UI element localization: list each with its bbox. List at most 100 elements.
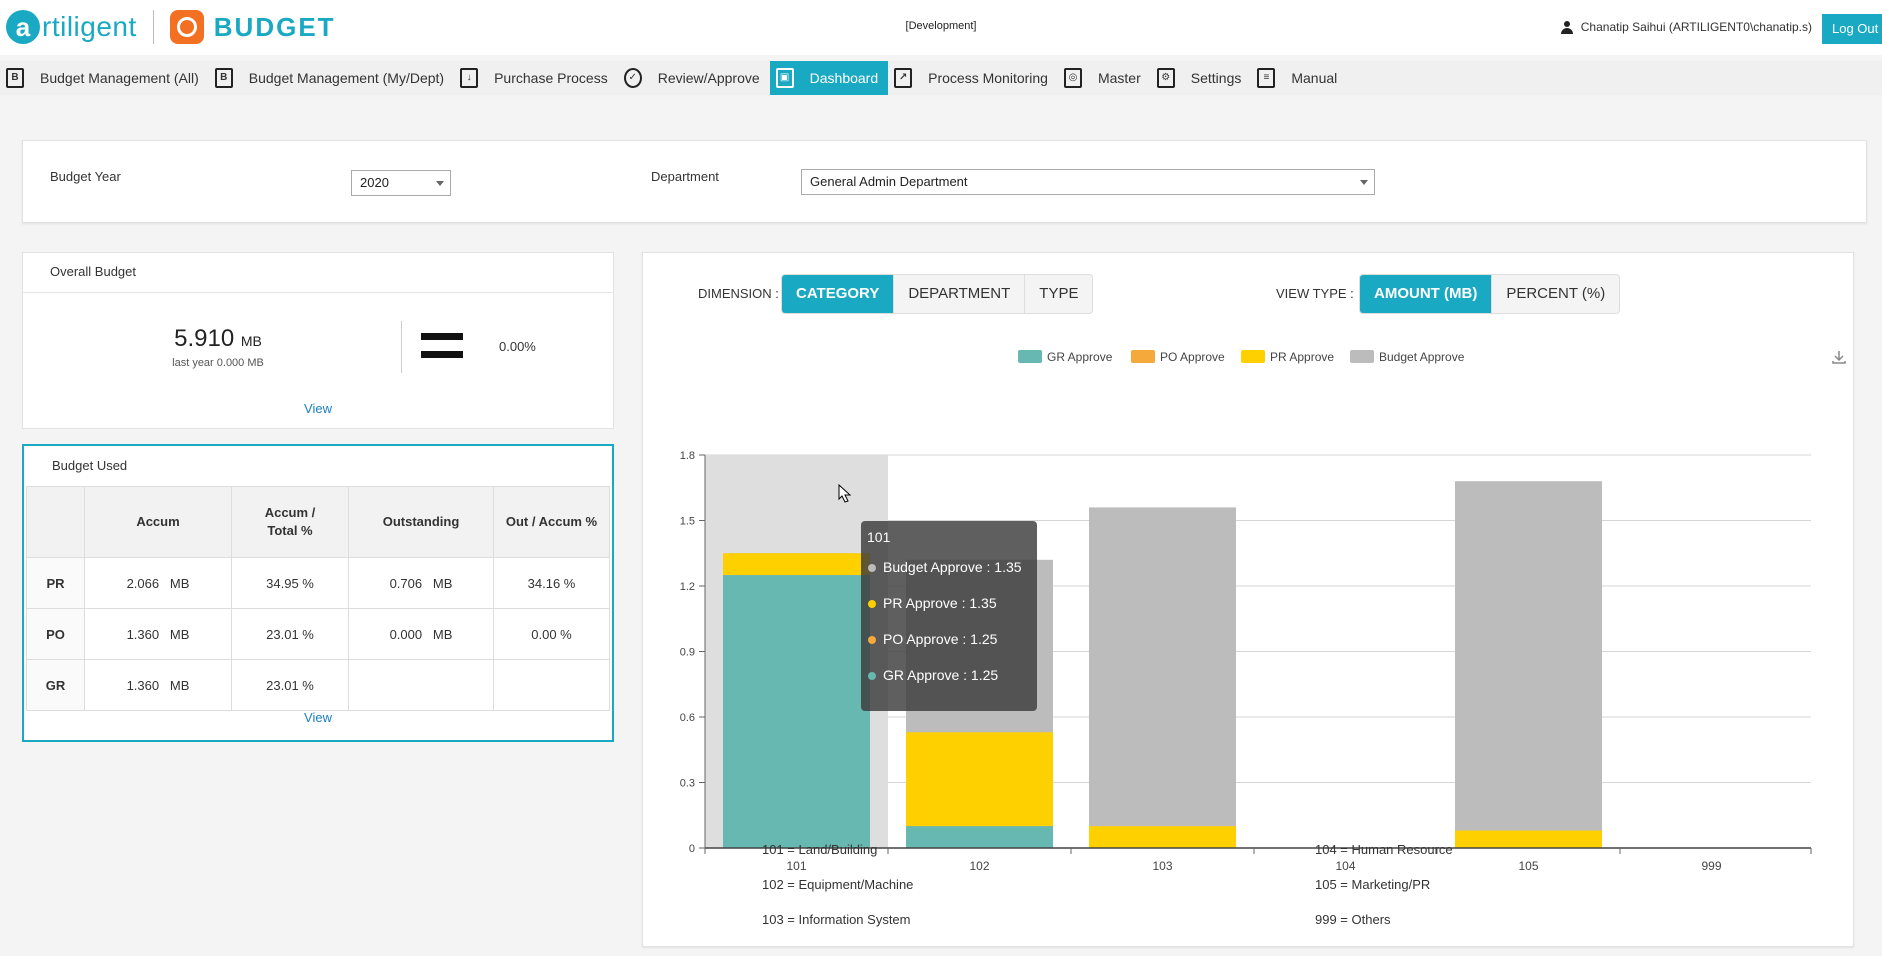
settings-icon: ⚙ xyxy=(1156,68,1175,88)
tooltip-swatch xyxy=(868,564,876,572)
nav-label: Budget Management (My/Dept) xyxy=(248,70,445,86)
nav-label: Master xyxy=(1097,70,1141,86)
user-info[interactable]: Chanatip Saihui (ARTILIGENT0\chanatip.s) xyxy=(1560,20,1812,34)
x-tick-label: 999 xyxy=(1701,859,1721,873)
budget-logo-icon xyxy=(169,10,204,44)
bar-pr-approve-103[interactable] xyxy=(1089,826,1236,848)
tooltip-item: PO Approve : 1.25 xyxy=(883,631,998,647)
nav-budget-management-all[interactable]: B Budget Management (All) xyxy=(0,61,209,95)
artiligent-logo[interactable]: a rtiligent BUDGET xyxy=(6,7,336,47)
chart-tooltip: 101 Budget Approve : 1.35 PR Approve : 1.3… xyxy=(838,483,1037,711)
legend-item-po-approve[interactable]: PO Approve xyxy=(1131,350,1225,364)
budget-used-view-link[interactable]: View xyxy=(304,710,332,725)
nav-settings[interactable]: ⚙ Settings xyxy=(1151,61,1252,95)
column-header-accum-total-label: Accum / Total % xyxy=(264,505,316,538)
chart-bars xyxy=(705,455,1602,848)
row-header: PO xyxy=(26,608,85,660)
table-cell: 23.01 % xyxy=(231,659,349,711)
equal-icon xyxy=(421,333,463,359)
dimension-type-button[interactable]: TYPE xyxy=(1039,285,1079,302)
legend-item-pr-approve[interactable]: PR Approve xyxy=(1241,350,1334,364)
nav-manual[interactable]: ≡ Manual xyxy=(1251,61,1347,95)
nav-label: Dashboard xyxy=(809,70,879,86)
nav-process-monitoring[interactable]: ↗ Process Monitoring xyxy=(888,61,1058,95)
chart-legend: GR Approve PO Approve PR Approve Budget App… xyxy=(1018,350,1465,364)
nav-label: Review/Approve xyxy=(657,70,760,86)
user-name: Chanatip Saihui (ARTILIGENT0\chanatip.s) xyxy=(1580,20,1812,34)
nav-label: Settings xyxy=(1190,70,1242,86)
x-axis: 101 102 103 104 105 999 xyxy=(704,847,1812,873)
nav-purchase-process[interactable]: ↓ Purchase Process xyxy=(454,61,618,95)
bar-budget-approve-103[interactable] xyxy=(1089,507,1236,848)
overall-view-link[interactable]: View xyxy=(304,401,332,416)
budget-management-my-dept-icon: B xyxy=(214,68,233,88)
y-tick-label: 0.6 xyxy=(680,712,695,724)
download-icon[interactable] xyxy=(1831,349,1847,365)
tooltip-swatch xyxy=(868,672,876,680)
budget-year-select[interactable]: 2020 xyxy=(351,170,451,196)
view-type-percent-button[interactable]: PERCENT (%) xyxy=(1506,285,1606,302)
nav-label: Purchase Process xyxy=(494,70,608,86)
x-tick-label: 104 xyxy=(1335,859,1355,873)
dimension-category-button[interactable]: CATEGORY xyxy=(782,275,895,313)
column-header-out-accum: Out / Accum % xyxy=(493,486,610,558)
dimension-toggle: CATEGORY DEPARTMENT TYPE xyxy=(781,274,1094,314)
main-nav: B Budget Management (All) B Budget Manageme… xyxy=(0,61,1882,95)
table-row: PO 1.360 MB 23.01 % 0.000 MB 0.00 % xyxy=(26,608,610,660)
legend-swatch xyxy=(1131,350,1155,363)
x-tick-label: 105 xyxy=(1518,859,1538,873)
legend-swatch xyxy=(1018,350,1042,363)
artiligent-logo-mark: a xyxy=(6,10,40,44)
nav-label: Budget Management (All) xyxy=(40,70,199,86)
logout-button[interactable]: Log Out xyxy=(1822,14,1882,44)
y-tick-label: 1.8 xyxy=(680,450,695,462)
bar-gr-approve-101[interactable] xyxy=(723,575,870,848)
change-percent: 0.00% xyxy=(499,339,536,354)
review-approve-icon: ✓ xyxy=(623,68,642,88)
department-select[interactable]: General Admin Department xyxy=(801,169,1375,195)
legend-item-budget-approve[interactable]: Budget Approve xyxy=(1350,350,1465,364)
dimension-label: DIMENSION : xyxy=(698,286,779,301)
bar-budget-approve-105[interactable] xyxy=(1455,481,1602,848)
chart-panel: DIMENSION : CATEGORY DEPARTMENT TYPE VIE… xyxy=(642,252,1854,947)
process-monitoring-icon: ↗ xyxy=(894,68,913,88)
budget-chart: GR Approve PO Approve PR Approve Budget App… xyxy=(680,350,1812,873)
legend-item-gr-approve[interactable]: GR Approve xyxy=(1018,350,1113,364)
bar-gr-approve-102[interactable] xyxy=(906,826,1053,848)
legend-swatch xyxy=(1241,350,1265,363)
tooltip-item: PR Approve : 1.35 xyxy=(883,595,997,611)
master-icon: ◎ xyxy=(1063,68,1082,88)
artiligent-logo-text: rtiligent xyxy=(42,11,137,42)
divider xyxy=(401,321,402,373)
table-cell: 0.706 MB xyxy=(348,557,494,609)
category-def-101: 101 = Land/Building xyxy=(762,842,878,857)
y-tick-label: 0.3 xyxy=(680,778,695,790)
dashboard-icon: ▣ xyxy=(775,68,794,88)
cursor-pointer-icon xyxy=(838,483,852,503)
nav-dashboard[interactable]: ▣ Dashboard xyxy=(769,61,889,95)
legend-label: PR Approve xyxy=(1270,350,1334,364)
nav-master[interactable]: ◎ Master xyxy=(1058,61,1151,95)
budget-used-title: Budget Used xyxy=(52,458,128,473)
y-tick-label: 1.2 xyxy=(680,581,695,593)
overall-budget-card: Overall Budget 5.910 MB last year 0.000 … xyxy=(22,252,614,429)
table-row: GR 1.360 MB 23.01 % xyxy=(26,659,610,711)
nav-label: Process Monitoring xyxy=(928,70,1048,86)
budget-used-card: Budget Used Accum Accum / Total % Outsta… xyxy=(22,444,614,742)
y-tick-label: 1.5 xyxy=(680,516,695,528)
nav-budget-management-my-dept[interactable]: B Budget Management (My/Dept) xyxy=(209,61,454,95)
nav-review-approve[interactable]: ✓ Review/Approve xyxy=(618,61,770,95)
department-label: Department xyxy=(651,169,719,184)
table-cell xyxy=(348,659,494,711)
dimension-department-button[interactable]: DEPARTMENT xyxy=(894,275,1026,313)
tooltip-box xyxy=(861,521,1037,711)
bar-pr-approve-105[interactable] xyxy=(1455,830,1602,848)
category-def-105: 105 = Marketing/PR xyxy=(1315,877,1431,892)
x-tick-label: 102 xyxy=(969,859,989,873)
view-type-amount-button[interactable]: AMOUNT (MB) xyxy=(1360,275,1493,313)
last-year-value: last year 0.000 MB xyxy=(172,357,264,369)
view-type-label: VIEW TYPE : xyxy=(1276,286,1354,301)
table-cell: 0.000 MB xyxy=(348,608,494,660)
purchase-process-icon: ↓ xyxy=(460,68,479,88)
tooltip-swatch xyxy=(868,636,876,644)
